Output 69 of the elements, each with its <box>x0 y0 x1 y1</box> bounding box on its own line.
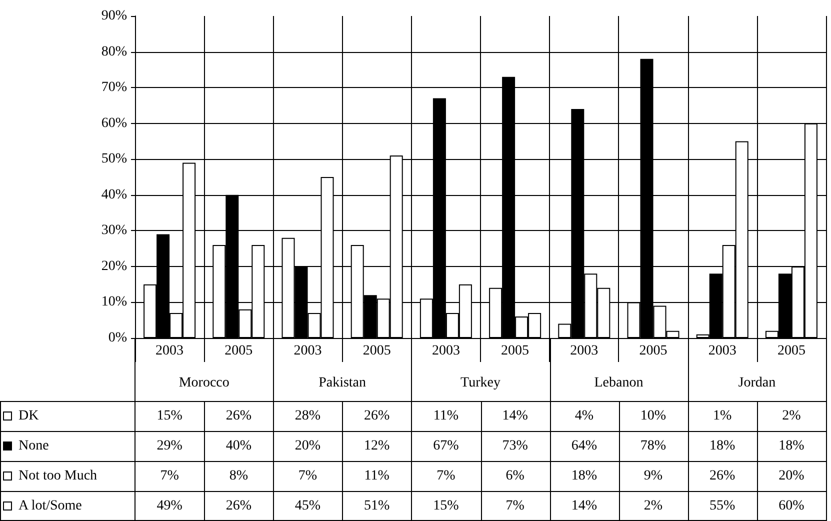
data-label: 11% <box>364 468 390 484</box>
text: Morocco <box>178 376 230 390</box>
legend-label: DK <box>18 408 39 424</box>
data-label: 2% <box>644 498 663 514</box>
x-tick-label: 2005 <box>639 344 668 358</box>
data-label: 26% <box>364 408 390 424</box>
data-label: 11% <box>433 408 459 424</box>
text: Lebanon <box>594 376 644 390</box>
legend-label: A lot/Some <box>18 498 82 514</box>
y-tick-label: 80% <box>101 44 128 60</box>
legend-label: None <box>18 438 49 454</box>
data-label: 14% <box>571 498 598 514</box>
data-label: 29% <box>156 438 183 454</box>
x-tick-label: 2003 <box>570 344 598 358</box>
data-label: 26% <box>226 408 252 424</box>
x-tick-label: 2003 <box>708 344 736 358</box>
x-tick-label: 2003 <box>432 344 460 358</box>
data-label: 18% <box>710 438 736 454</box>
data-label: 78% <box>640 438 666 454</box>
data-label: 60% <box>778 498 805 514</box>
data-label: 18% <box>571 468 598 484</box>
data-label: 67% <box>433 438 460 454</box>
data-label: 26% <box>710 468 736 484</box>
data-label: 14% <box>502 408 528 424</box>
legend-label: Not too Much <box>18 468 98 484</box>
data-label: 6% <box>506 468 525 484</box>
data-label: 20% <box>778 468 805 484</box>
x-tick-label: 2003 <box>156 344 184 358</box>
y-tick-label: 50% <box>101 152 128 167</box>
data-label: 7% <box>506 498 525 514</box>
data-label: 20% <box>294 438 321 454</box>
data-label: 12% <box>364 438 390 454</box>
data-label: 64% <box>571 438 598 454</box>
y-tick-label: 20% <box>101 258 128 274</box>
data-label: 40% <box>226 438 252 454</box>
y-tick-label: 90% <box>101 8 128 24</box>
y-tick-label: 40% <box>101 187 128 202</box>
text: Jordan <box>738 376 776 390</box>
data-label: 7% <box>298 468 318 484</box>
x-tick-label: 2005 <box>362 344 391 358</box>
text: Turkey <box>460 376 500 390</box>
x-tick-label: 2003 <box>294 344 322 358</box>
y-tick-label: 60% <box>101 116 128 131</box>
data-label: 4% <box>574 408 594 424</box>
x-tick-label: 2005 <box>777 344 806 358</box>
data-label: 15% <box>156 408 183 424</box>
data-label: 51% <box>364 498 390 514</box>
data-label: 45% <box>294 498 321 514</box>
data-label: 9% <box>644 468 663 484</box>
text: Pakistan <box>318 376 366 390</box>
data-label: 10% <box>640 408 666 424</box>
data-label: 7% <box>436 468 456 484</box>
data-label: 8% <box>229 468 248 484</box>
data-label: 15% <box>433 498 460 514</box>
y-tick-label: 10% <box>101 294 128 310</box>
data-label: 73% <box>502 438 528 454</box>
y-tick-label: 0% <box>108 330 128 346</box>
data-label: 49% <box>156 498 183 514</box>
data-label: 26% <box>226 498 252 514</box>
data-label: 1% <box>713 408 732 424</box>
x-tick-label: 2005 <box>224 344 253 358</box>
y-tick-label: 30% <box>101 223 128 238</box>
data-label: 7% <box>160 468 180 484</box>
data-label: 28% <box>294 408 321 424</box>
data-label: 55% <box>710 498 736 514</box>
data-label: 2% <box>782 408 802 424</box>
data-label: 18% <box>778 438 805 454</box>
x-tick-label: 2005 <box>501 344 530 358</box>
y-tick-label: 70% <box>101 80 128 96</box>
